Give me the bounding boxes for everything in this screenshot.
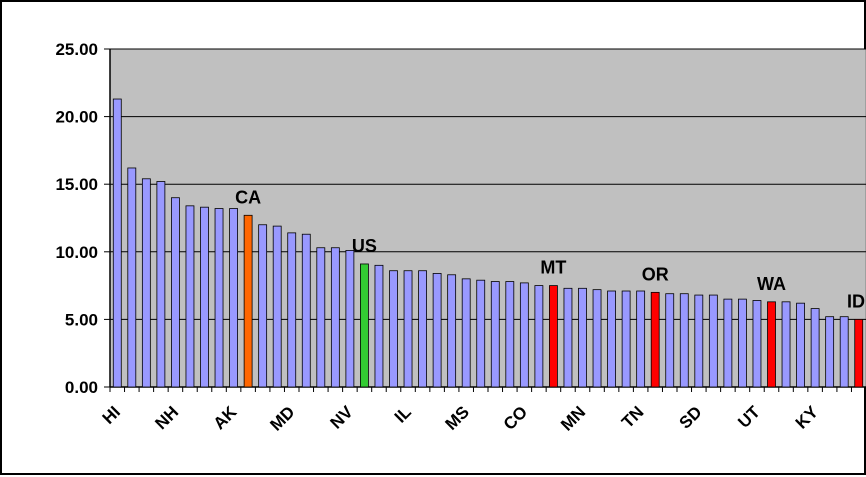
bar: [854, 318, 864, 388]
bar: [127, 167, 137, 388]
y-tick-label: 25.00: [55, 40, 98, 59]
x-tick-label: TN: [618, 402, 647, 431]
x-tick-label: CO: [500, 402, 531, 433]
bar: [549, 285, 558, 388]
y-tick-label: 20.00: [55, 108, 98, 127]
bar: [519, 282, 529, 388]
bar: [345, 250, 355, 388]
bar: [781, 301, 791, 388]
bar-annotation: CA: [235, 187, 261, 207]
x-tick-label: KY: [792, 402, 823, 433]
bar-annotation: MT: [540, 258, 566, 278]
bar: [476, 279, 486, 388]
bar: [607, 290, 616, 388]
bar: [243, 214, 253, 388]
x-tick-label: NH: [151, 402, 182, 433]
x-tick-label: NV: [327, 402, 358, 433]
y-tick-label: 5.00: [65, 310, 98, 329]
bar: [636, 290, 646, 388]
bar: [258, 224, 268, 388]
bar: [723, 298, 733, 388]
bar: [229, 208, 238, 388]
x-tick-label: AK: [210, 402, 241, 433]
bar-annotation: US: [352, 236, 377, 256]
bar: [621, 290, 631, 388]
bar: [389, 270, 398, 388]
bar: [578, 287, 587, 388]
bar: [767, 301, 776, 388]
y-tick-label: 0.00: [65, 378, 98, 397]
bar: [272, 225, 282, 388]
bar: [156, 181, 166, 388]
bar: [490, 281, 500, 388]
bar: [738, 298, 747, 388]
bar: [839, 316, 849, 388]
x-tick-label: HI: [99, 402, 124, 427]
bar: [592, 289, 602, 388]
bar-annotation: OR: [642, 264, 669, 284]
bar: [505, 281, 515, 388]
bar: [694, 294, 704, 388]
y-tick-label: 15.00: [55, 175, 98, 194]
bar: [534, 285, 544, 388]
x-tick-label: MS: [442, 402, 473, 433]
bar: [112, 98, 122, 388]
bar: [374, 264, 384, 388]
bar: [665, 293, 675, 388]
bar: [563, 287, 573, 388]
bar-annotation: ID: [847, 291, 865, 311]
x-tick-label: SD: [675, 402, 705, 432]
bar: [679, 293, 689, 388]
bar: [200, 206, 209, 388]
bar-annotation: WA: [757, 274, 786, 294]
bar: [141, 178, 151, 388]
bar: [752, 300, 762, 388]
bar: [360, 263, 369, 388]
bar: [461, 278, 471, 388]
bar: [418, 270, 427, 388]
bar: [287, 232, 297, 388]
bar: [447, 274, 457, 388]
bar: [708, 294, 718, 388]
x-tick-label: MD: [266, 402, 298, 434]
bar: [432, 273, 442, 388]
bar: [796, 302, 805, 388]
y-tick-label: 10.00: [55, 243, 98, 262]
bar: [301, 233, 311, 388]
x-tick-label: UT: [734, 402, 764, 432]
bar: [825, 316, 835, 388]
bar: [403, 270, 413, 388]
bar: [810, 308, 820, 388]
bar: [185, 205, 195, 388]
bar: [330, 247, 340, 388]
bar: [171, 197, 180, 388]
bar: [650, 291, 660, 388]
bar: [214, 208, 224, 388]
x-tick-label: MN: [557, 402, 589, 434]
x-tick-label: IL: [391, 402, 415, 426]
bar: [316, 247, 326, 388]
